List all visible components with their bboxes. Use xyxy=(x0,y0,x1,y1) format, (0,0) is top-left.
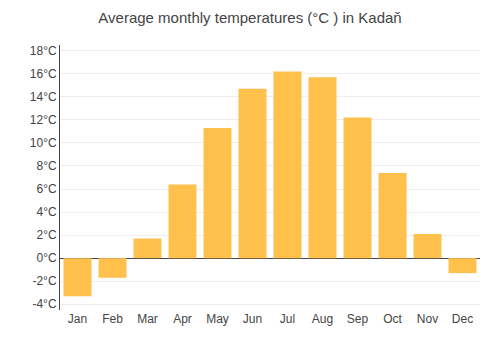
svg-text:-2°C: -2°C xyxy=(32,274,56,288)
svg-text:-4°C: -4°C xyxy=(32,297,56,311)
svg-text:8°C: 8°C xyxy=(36,159,56,173)
svg-text:Average monthly temperatures (: Average monthly temperatures (°C ) in Ka… xyxy=(98,9,401,26)
svg-text:Aug: Aug xyxy=(312,312,333,326)
svg-text:Feb: Feb xyxy=(102,312,123,326)
svg-text:Dec: Dec xyxy=(452,312,473,326)
svg-text:4°C: 4°C xyxy=(36,205,56,219)
svg-text:Oct: Oct xyxy=(383,312,402,326)
svg-text:May: May xyxy=(206,312,229,326)
svg-text:10°C: 10°C xyxy=(30,136,57,150)
svg-text:Sep: Sep xyxy=(347,312,369,326)
svg-text:18°C: 18°C xyxy=(30,44,57,58)
svg-text:14°C: 14°C xyxy=(30,90,57,104)
svg-text:12°C: 12°C xyxy=(30,113,57,127)
svg-text:6°C: 6°C xyxy=(36,182,56,196)
svg-text:Apr: Apr xyxy=(173,312,192,326)
svg-text:2°C: 2°C xyxy=(36,228,56,242)
svg-text:Nov: Nov xyxy=(417,312,438,326)
svg-text:Jul: Jul xyxy=(280,312,295,326)
svg-text:Jan: Jan xyxy=(68,312,87,326)
svg-text:16°C: 16°C xyxy=(30,67,57,81)
svg-text:Jun: Jun xyxy=(243,312,262,326)
svg-text:Mar: Mar xyxy=(137,312,158,326)
svg-text:0°C: 0°C xyxy=(36,251,56,265)
